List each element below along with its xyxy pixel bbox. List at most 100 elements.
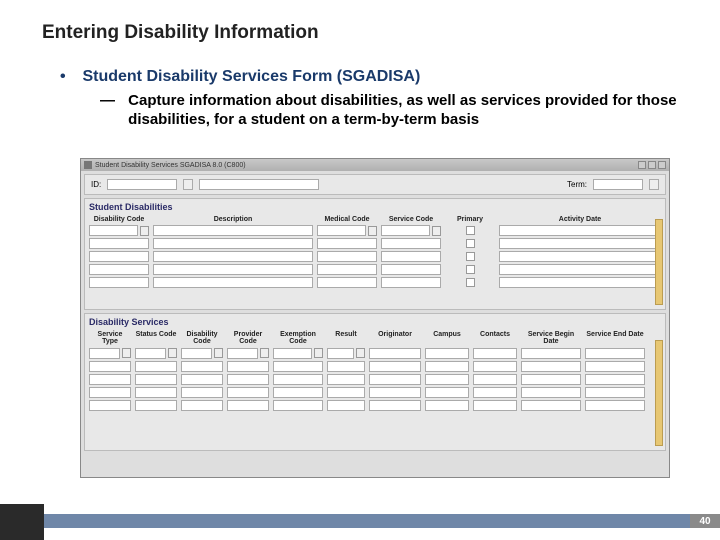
term-dropdown[interactable] — [649, 179, 659, 190]
campus-field[interactable] — [425, 387, 469, 398]
contacts-field[interactable] — [473, 348, 517, 359]
dropdown-icon[interactable] — [368, 226, 377, 236]
description-field[interactable] — [153, 225, 313, 236]
result-field[interactable] — [327, 387, 365, 398]
maximize-button[interactable] — [648, 161, 656, 169]
disability-code-field[interactable] — [181, 348, 212, 359]
result-field[interactable] — [327, 348, 354, 359]
description-field[interactable] — [153, 251, 313, 262]
contacts-field[interactable] — [473, 361, 517, 372]
result-field[interactable] — [327, 361, 365, 372]
status-code-field[interactable] — [135, 400, 177, 411]
service-type-field[interactable] — [89, 400, 131, 411]
disability-code-field[interactable] — [89, 225, 138, 236]
status-code-field[interactable] — [135, 387, 177, 398]
service-code-field[interactable] — [381, 251, 441, 262]
end-date-field[interactable] — [585, 400, 645, 411]
contacts-field[interactable] — [473, 387, 517, 398]
service-code-field[interactable] — [381, 264, 441, 275]
close-button[interactable] — [658, 161, 666, 169]
description-field[interactable] — [153, 238, 313, 249]
end-date-field[interactable] — [585, 387, 645, 398]
status-code-field[interactable] — [135, 361, 177, 372]
disability-code-field[interactable] — [181, 400, 223, 411]
dropdown-icon[interactable] — [260, 348, 269, 358]
description-field[interactable] — [153, 264, 313, 275]
activity-date-field[interactable] — [499, 277, 661, 288]
begin-date-field[interactable] — [521, 361, 581, 372]
dropdown-icon[interactable] — [356, 348, 365, 358]
primary-checkbox[interactable] — [466, 265, 475, 274]
begin-date-field[interactable] — [521, 387, 581, 398]
disability-code-field[interactable] — [89, 264, 149, 275]
contacts-field[interactable] — [473, 400, 517, 411]
campus-field[interactable] — [425, 400, 469, 411]
dropdown-icon[interactable] — [122, 348, 131, 358]
end-date-field[interactable] — [585, 348, 645, 359]
result-field[interactable] — [327, 400, 365, 411]
activity-date-field[interactable] — [499, 238, 661, 249]
service-type-field[interactable] — [89, 387, 131, 398]
disability-code-field[interactable] — [89, 277, 149, 288]
medical-code-field[interactable] — [317, 251, 377, 262]
dropdown-icon[interactable] — [432, 226, 441, 236]
description-field[interactable] — [153, 277, 313, 288]
primary-checkbox[interactable] — [466, 252, 475, 261]
originator-field[interactable] — [369, 374, 421, 385]
service-code-field[interactable] — [381, 225, 430, 236]
disability-code-field[interactable] — [181, 374, 223, 385]
minimize-button[interactable] — [638, 161, 646, 169]
end-date-field[interactable] — [585, 361, 645, 372]
service-type-field[interactable] — [89, 348, 120, 359]
begin-date-field[interactable] — [521, 400, 581, 411]
begin-date-field[interactable] — [521, 348, 581, 359]
service-type-field[interactable] — [89, 374, 131, 385]
name-field[interactable] — [199, 179, 319, 190]
dropdown-icon[interactable] — [140, 226, 149, 236]
dropdown-icon[interactable] — [214, 348, 223, 358]
originator-field[interactable] — [369, 348, 421, 359]
originator-field[interactable] — [369, 400, 421, 411]
provider-code-field[interactable] — [227, 374, 269, 385]
dropdown-icon[interactable] — [168, 348, 177, 358]
exemption-code-field[interactable] — [273, 400, 323, 411]
exemption-code-field[interactable] — [273, 361, 323, 372]
campus-field[interactable] — [425, 374, 469, 385]
campus-field[interactable] — [425, 348, 469, 359]
medical-code-field[interactable] — [317, 277, 377, 288]
disability-code-field[interactable] — [89, 251, 149, 262]
panel2-scrollbar[interactable] — [655, 340, 663, 446]
panel1-scrollbar[interactable] — [655, 219, 663, 305]
provider-code-field[interactable] — [227, 400, 269, 411]
originator-field[interactable] — [369, 361, 421, 372]
primary-checkbox[interactable] — [466, 278, 475, 287]
status-code-field[interactable] — [135, 348, 166, 359]
id-dropdown[interactable] — [183, 179, 193, 190]
result-field[interactable] — [327, 374, 365, 385]
medical-code-field[interactable] — [317, 225, 366, 236]
campus-field[interactable] — [425, 361, 469, 372]
exemption-code-field[interactable] — [273, 387, 323, 398]
provider-code-field[interactable] — [227, 361, 269, 372]
contacts-field[interactable] — [473, 374, 517, 385]
medical-code-field[interactable] — [317, 238, 377, 249]
disability-code-field[interactable] — [89, 238, 149, 249]
service-type-field[interactable] — [89, 361, 131, 372]
provider-code-field[interactable] — [227, 348, 258, 359]
status-code-field[interactable] — [135, 374, 177, 385]
term-field[interactable] — [593, 179, 643, 190]
activity-date-field[interactable] — [499, 264, 661, 275]
originator-field[interactable] — [369, 387, 421, 398]
provider-code-field[interactable] — [227, 387, 269, 398]
disability-code-field[interactable] — [181, 361, 223, 372]
service-code-field[interactable] — [381, 238, 441, 249]
exemption-code-field[interactable] — [273, 348, 312, 359]
begin-date-field[interactable] — [521, 374, 581, 385]
id-field[interactable] — [107, 179, 177, 190]
medical-code-field[interactable] — [317, 264, 377, 275]
dropdown-icon[interactable] — [314, 348, 323, 358]
exemption-code-field[interactable] — [273, 374, 323, 385]
disability-code-field[interactable] — [181, 387, 223, 398]
activity-date-field[interactable] — [499, 225, 661, 236]
primary-checkbox[interactable] — [466, 239, 475, 248]
